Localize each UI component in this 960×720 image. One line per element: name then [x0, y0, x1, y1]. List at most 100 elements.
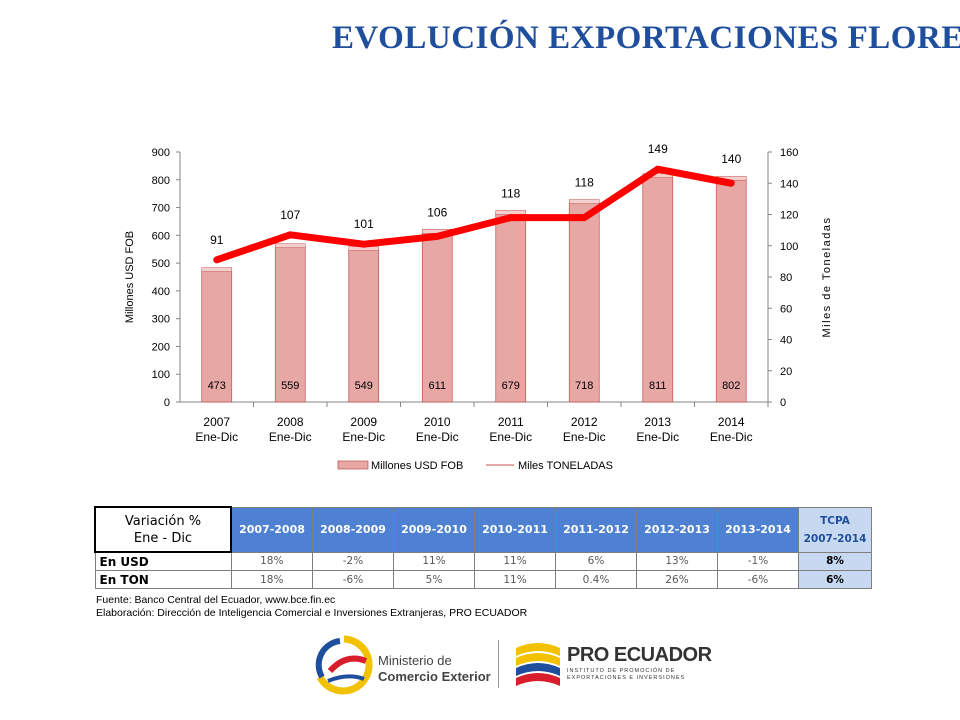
y-tick-label: 600 [152, 230, 170, 242]
corner-line-2: Ene - Dic [133, 530, 193, 546]
legend-bar-label: Millones USD FOB [371, 460, 463, 472]
line-value-label: 118 [501, 186, 520, 200]
page-title: EVOLUCIÓN EXPORTACIONES FLORES [332, 20, 960, 56]
x-tick-label: 2013 [644, 415, 671, 429]
x-tick-sublabel: Ene-Dic [269, 430, 312, 444]
y-tick-label: 0 [164, 397, 170, 409]
y-tick-label: 200 [152, 341, 170, 353]
table-cell: 5% [393, 570, 475, 589]
y-tick-label: 700 [152, 203, 170, 215]
bar-top [275, 243, 306, 248]
tcpa-cell: 8% [798, 551, 872, 571]
proecuador-sub-1: INSTITUTO DE PROMOCIÓN DE [567, 668, 676, 674]
table-cell: 0.4% [555, 570, 637, 589]
elaboration-line: Elaboración: Dirección de Inteligencia C… [96, 607, 528, 619]
x-tick-label: 2012 [571, 415, 598, 429]
line-value-label: 106 [427, 205, 447, 219]
line-value-label: 140 [721, 152, 741, 166]
x-tick-sublabel: Ene-Dic [416, 430, 459, 444]
x-tick-label: 2009 [350, 415, 377, 429]
ministerio-text-1: Ministerio de [378, 653, 452, 668]
x-tick-sublabel: Ene-Dic [710, 430, 753, 444]
table-cell: 6% [555, 551, 637, 571]
y-tick-label: 900 [152, 147, 170, 159]
variation-table: Variación % Ene - Dic 2007-2008 2008-200… [94, 506, 872, 589]
x-tick-sublabel: Ene-Dic [489, 430, 532, 444]
ministerio-text-2: Comercio Exterior [378, 669, 491, 684]
x-tick-sublabel: Ene-Dic [563, 430, 606, 444]
bar [274, 246, 306, 403]
line-value-label: 118 [575, 176, 594, 190]
table-cell: 11% [474, 551, 556, 571]
bar-value-label: 549 [355, 380, 373, 392]
corner-line-1: Variación % [124, 513, 202, 529]
bar-value-label: 559 [281, 380, 299, 392]
table-header-row: Variación % Ene - Dic 2007-2008 2008-200… [94, 506, 872, 553]
period-header: 2012-2013 [636, 506, 718, 553]
bar [715, 178, 747, 403]
proecuador-emblem-icon [516, 643, 560, 686]
y-tick-label: 400 [152, 286, 170, 298]
exports-chart: 0 100 200 300 400 500 600 700 800 900 0 20 40 60 80 100… [124, 142, 833, 472]
table-row: En TON 18% -6% 5% 11% 0.4% 26% -6% 6% [94, 570, 872, 589]
row-label: En USD [94, 551, 232, 571]
proecuador-sub-2: EXPORTACIONES E INVERSIONES [567, 675, 686, 681]
period-header: 2011-2012 [555, 506, 637, 553]
x-tick-label: 2007 [203, 415, 230, 429]
y2-tick-label: 140 [780, 178, 798, 190]
bar [348, 249, 380, 403]
table-row: En USD 18% -2% 11% 11% 6% 13% -1% 8% [94, 551, 872, 571]
y2-tick-label: 60 [780, 303, 792, 315]
line-series [213, 165, 735, 264]
x-tick-label: 2010 [424, 415, 451, 429]
line-value-label: 91 [210, 233, 224, 247]
bar-top [569, 199, 600, 204]
x-tick-sublabel: Ene-Dic [342, 430, 385, 444]
x-tick-sublabel: Ene-Dic [636, 430, 679, 444]
row-label: En TON [94, 570, 232, 589]
tcpa-line-1: TCPA [820, 514, 850, 527]
period-header: 2013-2014 [717, 506, 799, 553]
source-line: Fuente: Banco Central del Ecuador, www.b… [96, 594, 336, 606]
legend-bar-swatch [337, 460, 369, 470]
y2-tick-label: 0 [780, 397, 786, 409]
y-tick-label: 800 [152, 175, 170, 187]
y2-tick-label: 20 [780, 366, 792, 378]
bar-value-label: 473 [208, 380, 226, 392]
bar-value-label: 718 [575, 380, 593, 392]
period-header: 2009-2010 [393, 506, 475, 553]
line-value-label: 101 [354, 217, 374, 231]
line-value-label: 107 [280, 208, 300, 222]
bar [642, 176, 674, 403]
table-cell: 11% [474, 570, 556, 589]
table-cell: 26% [636, 570, 718, 589]
period-header: 2010-2011 [474, 506, 556, 553]
y2-tick-label: 40 [780, 335, 792, 347]
table-cell: -6% [312, 570, 394, 589]
ministerio-logo: Ministerio de Comercio Exterior [312, 633, 502, 695]
bar-top [495, 210, 526, 215]
y2-tick-label: 80 [780, 272, 792, 284]
y2-tick-label: 120 [780, 210, 798, 222]
source-note: Fuente: Banco Central del Ecuador, www.b… [96, 594, 527, 620]
bar-value-label: 611 [428, 380, 446, 392]
period-header: 2007-2008 [230, 506, 313, 553]
bar-value-label: 811 [649, 380, 667, 392]
table-cell: -2% [312, 551, 394, 571]
x-tick-label: 2011 [498, 415, 524, 429]
proecuador-logo: PRO ECUADOR INSTITUTO DE PROMOCIÓN DE EX… [512, 636, 712, 692]
bar-value-label: 802 [722, 380, 740, 392]
bar-top [201, 267, 232, 272]
table-corner: Variación % Ene - Dic [94, 506, 232, 553]
y2-axis-title: Miles de Toneladas [821, 217, 833, 338]
legend-line-label: Miles TONELADAS [518, 460, 613, 472]
proecuador-text: PRO ECUADOR [567, 644, 712, 666]
y2-tick-label: 100 [780, 241, 798, 253]
line-value-label: 149 [648, 142, 668, 156]
logo-divider [498, 640, 499, 688]
bar-value-label: 679 [502, 380, 520, 392]
ministerio-emblem-icon [315, 635, 373, 695]
bar [495, 213, 527, 403]
x-tick-label: 2008 [277, 415, 304, 429]
x-tick-label: 2014 [718, 415, 745, 429]
